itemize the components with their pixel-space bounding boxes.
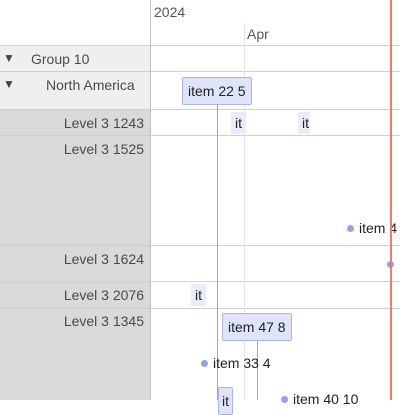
sidebar-row-1345[interactable]: Level 3 1345 xyxy=(0,309,150,400)
timeline-row-group-10 xyxy=(151,46,400,72)
timeline-point[interactable] xyxy=(347,225,354,232)
timeline-item[interactable]: it xyxy=(218,387,233,415)
timeline-point-label: item 4 xyxy=(359,220,398,236)
group-label: North America xyxy=(46,77,135,93)
timeline-item[interactable]: it xyxy=(231,112,246,134)
group-label: Group 10 xyxy=(31,51,90,67)
timeline-row-2076 xyxy=(151,282,400,309)
group-row-10[interactable]: ▼ Group 10 xyxy=(0,46,150,72)
row-label: Level 3 1345 xyxy=(63,313,144,329)
month-gridline xyxy=(244,23,245,400)
timeline-row-1624 xyxy=(151,246,400,282)
timeline-year-header: 2024 xyxy=(151,0,400,23)
timeline-row-north-america xyxy=(151,72,400,110)
timeline-item[interactable]: it xyxy=(298,112,310,134)
today-marker xyxy=(390,0,392,400)
sidebar-row-1243[interactable]: Level 3 1243 xyxy=(0,110,150,136)
timeline-row-1525 xyxy=(151,136,400,246)
sidebar-row-1525[interactable]: Level 3 1525 xyxy=(0,136,150,246)
timeline-month-header: Apr xyxy=(151,23,400,46)
year-label: 2024 xyxy=(154,4,186,20)
row-label: Level 3 1243 xyxy=(63,115,144,131)
timeline-item[interactable]: item 47 8 xyxy=(222,313,292,341)
timeline-point-label: item 33 4 xyxy=(213,355,271,371)
month-label: Apr xyxy=(247,26,269,42)
collapse-toggle-icon[interactable]: ▼ xyxy=(3,77,15,91)
row-label: Level 3 2076 xyxy=(63,287,144,303)
timeline-item[interactable]: item 22 5 xyxy=(182,77,252,105)
collapse-toggle-icon[interactable]: ▼ xyxy=(3,51,15,65)
dependency-line xyxy=(217,104,218,400)
sidebar-header xyxy=(0,0,150,46)
sidebar: ▼ Group 10 ▼ North America Level 3 1243 … xyxy=(0,0,151,400)
sidebar-row-2076[interactable]: Level 3 2076 xyxy=(0,282,150,309)
row-label: Level 3 1624 xyxy=(63,251,144,267)
timeline-row-1243 xyxy=(151,110,400,136)
dependency-line xyxy=(257,341,258,400)
row-label: Level 3 1525 xyxy=(63,141,144,157)
timeline-item[interactable]: it xyxy=(191,284,206,306)
sidebar-row-1624[interactable]: Level 3 1624 xyxy=(0,246,150,282)
group-row-north-america[interactable]: ▼ North America xyxy=(0,72,150,110)
timeline-point[interactable] xyxy=(201,360,208,367)
timeline-point-label: item 40 10 xyxy=(293,391,359,407)
